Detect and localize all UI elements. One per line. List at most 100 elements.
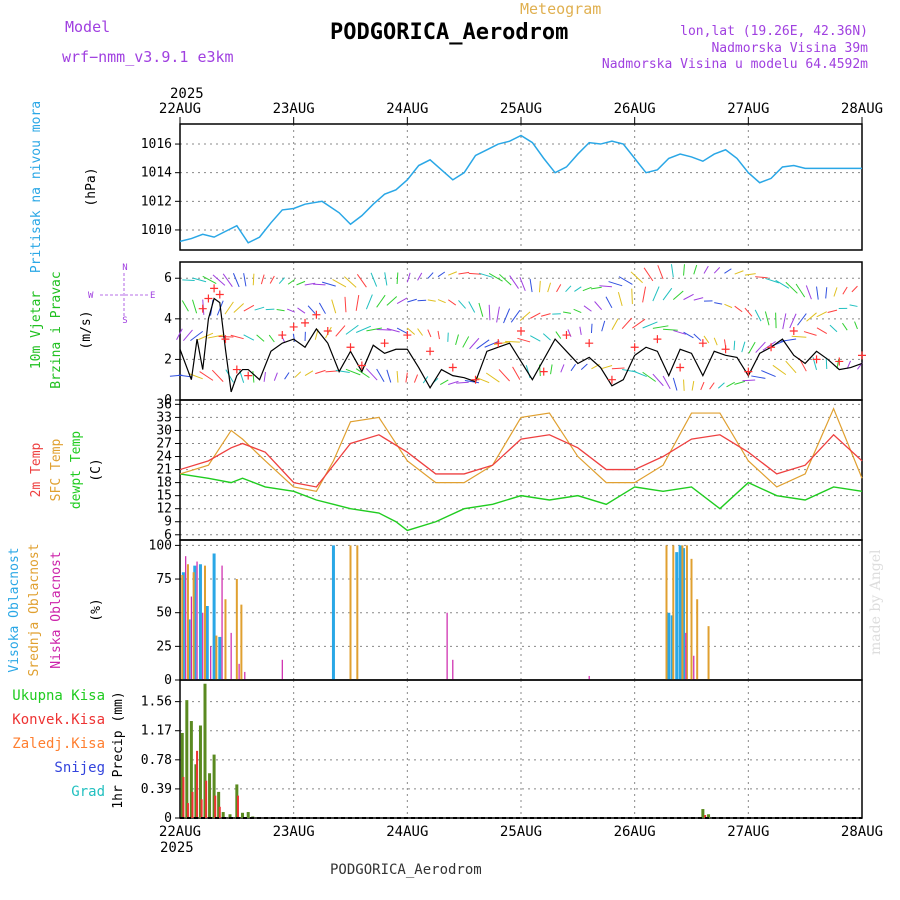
wind-direction-arrow xyxy=(276,309,285,312)
wind-gust-marker xyxy=(198,304,207,313)
wind-direction-arrow xyxy=(693,264,698,275)
wind-direction-arrow xyxy=(355,368,370,379)
wind-gust-marker xyxy=(346,343,355,352)
precip-total-bar xyxy=(241,812,245,818)
wind-direction-arrow xyxy=(252,273,255,286)
precip-total-bar xyxy=(189,721,193,818)
wind-gust-marker xyxy=(301,318,310,327)
wind-title-2: Brzina i Pravac xyxy=(49,271,64,388)
compass-s: S xyxy=(122,316,127,326)
wind-direction-arrow xyxy=(478,302,484,317)
pressure-ylabel: (hPa) xyxy=(84,167,99,206)
wind-direction-arrow xyxy=(673,330,687,335)
wind-title-1: 10m Vjetar xyxy=(29,291,44,369)
wind-direction-arrow xyxy=(192,299,198,314)
wind-direction-arrow xyxy=(797,313,807,326)
wind-direction-arrow xyxy=(611,318,619,331)
wind-direction-arrow xyxy=(447,299,457,306)
wind-direction-arrow xyxy=(573,308,582,313)
wind-direction-arrow xyxy=(462,336,470,348)
precip-total-bar xyxy=(194,764,198,818)
wind-direction-arrow xyxy=(365,294,373,310)
wind-direction-arrow xyxy=(386,328,400,333)
wind-direction-arrow xyxy=(565,285,572,293)
wind-direction-arrow xyxy=(297,307,306,314)
wind-gust-marker xyxy=(517,327,525,335)
top-date-label: 23AUG xyxy=(273,101,315,117)
top-date-label: 27AUG xyxy=(727,101,769,117)
wind-direction-arrow xyxy=(335,369,350,373)
wind-gust-marker xyxy=(204,294,213,303)
compass-cross xyxy=(100,273,148,318)
wind-direction-arrow xyxy=(384,272,388,286)
wind-direction-arrow xyxy=(601,320,606,332)
wind-gust-marker xyxy=(403,331,412,340)
wind-gust-marker xyxy=(312,310,321,319)
bottom-date-label: 26AUG xyxy=(614,824,656,840)
wind-direction-arrow xyxy=(192,277,207,283)
y-tick-label: 4 xyxy=(164,312,172,327)
wind-direction-arrow xyxy=(617,292,623,307)
station-title: PODGORICA_Aerodrom xyxy=(330,20,569,45)
wind-direction-arrow xyxy=(556,284,562,293)
cloud-title-high: Visoka Oblacnost xyxy=(7,547,22,672)
wind-direction-arrow xyxy=(734,305,743,313)
y-tick-label: 2 xyxy=(164,352,172,367)
wind-direction-arrow xyxy=(376,328,392,331)
wind-gust-marker xyxy=(221,335,230,344)
bottom-year-label: 2025 xyxy=(160,840,194,856)
wind-direction-arrow xyxy=(230,334,244,340)
wind-direction-arrow xyxy=(396,371,399,383)
wind-direction-arrow xyxy=(318,302,326,314)
wind-direction-arrow xyxy=(427,329,432,338)
wind-direction-arrow xyxy=(212,274,226,286)
wind-gust-marker xyxy=(653,335,662,344)
wind-direction-arrow xyxy=(304,370,314,376)
wind-direction-arrow xyxy=(806,312,817,322)
precip-convective-bar xyxy=(182,776,185,818)
wind-direction-arrow xyxy=(396,327,408,334)
wind-direction-arrow xyxy=(405,372,408,383)
wind-direction-arrow xyxy=(529,278,533,293)
wind-direction-arrow xyxy=(265,308,275,311)
wind-gust-marker xyxy=(357,361,366,370)
wind-direction-arrow xyxy=(670,264,674,278)
wind-direction-arrow xyxy=(762,341,776,351)
wind-direction-arrow xyxy=(816,311,827,318)
wind-direction-arrow xyxy=(448,271,457,276)
wind-gust-marker xyxy=(721,345,730,354)
wind-direction-arrow xyxy=(448,380,459,385)
meteogram-label: Meteogram xyxy=(520,0,602,18)
wind-direction-arrow xyxy=(407,327,416,335)
wind-direction-arrow xyxy=(233,303,244,313)
wind-direction-arrow xyxy=(313,283,326,286)
precip-convective-bar xyxy=(186,803,189,818)
wind-direction-arrow xyxy=(662,287,673,301)
cloud-title-low: Niska Oblacnost xyxy=(49,551,64,668)
wind-direction-arrow xyxy=(789,313,797,329)
wind-direction-arrow xyxy=(202,275,217,285)
bottom-date-label: 24AUG xyxy=(386,824,428,840)
precip-convective-bar xyxy=(196,750,199,818)
wind-direction-arrow xyxy=(574,286,582,292)
wind-direction-arrow xyxy=(386,369,392,383)
wind-direction-arrow xyxy=(485,372,500,383)
wind-direction-arrow xyxy=(294,371,302,378)
wind-direction-arrow xyxy=(331,299,337,314)
wind-direction-arrow xyxy=(579,326,582,335)
wind-direction-arrow xyxy=(683,264,685,276)
y-tick-label: 1.17 xyxy=(141,724,172,739)
wind-gust-marker xyxy=(210,284,219,293)
wind-direction-arrow xyxy=(791,335,807,338)
wind-gust-marker xyxy=(244,371,253,380)
wind-direction-arrow xyxy=(243,334,255,341)
panel-frame xyxy=(179,539,863,681)
wind-direction-arrow xyxy=(307,305,316,315)
wind-direction-arrow xyxy=(315,369,326,375)
wind-direction-arrow xyxy=(764,311,770,326)
wind-direction-arrow xyxy=(182,279,195,281)
wind-direction-arrow xyxy=(222,273,233,287)
compass-e: E xyxy=(150,291,155,301)
wind-direction-arrow xyxy=(590,286,602,290)
y-tick-label: 18 xyxy=(156,476,172,491)
